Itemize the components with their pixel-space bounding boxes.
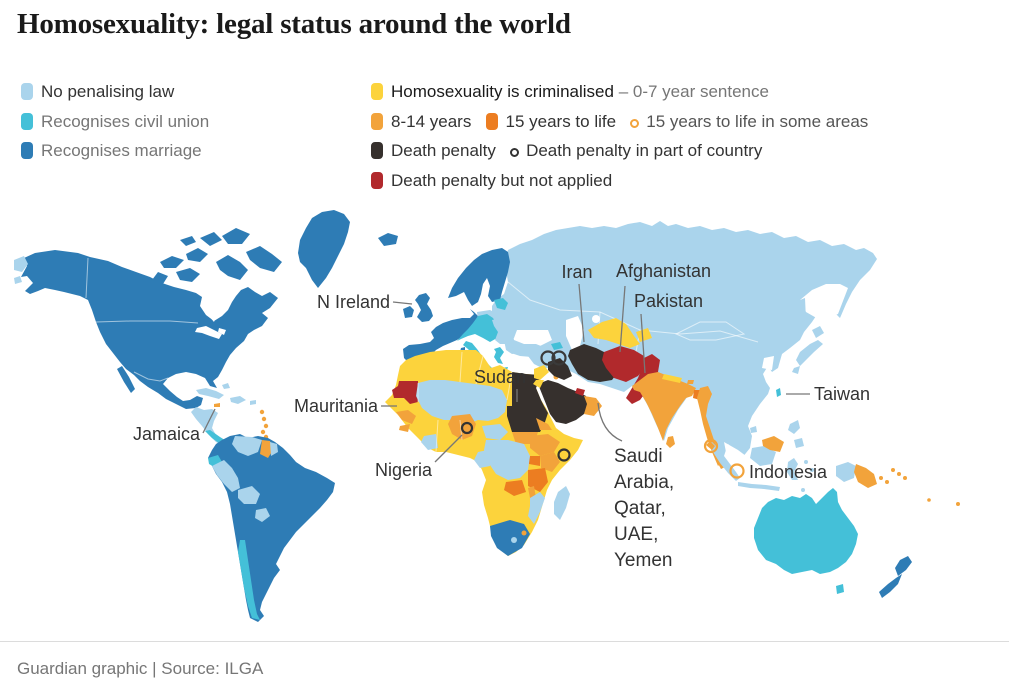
svg-text:Mauritania: Mauritania: [294, 396, 379, 416]
svg-text:Pakistan: Pakistan: [634, 291, 703, 311]
svg-text:Iran: Iran: [561, 262, 592, 282]
svg-text:Nigeria: Nigeria: [375, 460, 433, 480]
svg-text:Jamaica: Jamaica: [133, 424, 201, 444]
svg-text:Afghanistan: Afghanistan: [616, 261, 711, 281]
svg-text:Taiwan: Taiwan: [814, 384, 870, 404]
svg-text:Sudan: Sudan: [474, 367, 526, 387]
svg-text:Indonesia: Indonesia: [749, 462, 828, 482]
svg-text:N Ireland: N Ireland: [317, 292, 390, 312]
